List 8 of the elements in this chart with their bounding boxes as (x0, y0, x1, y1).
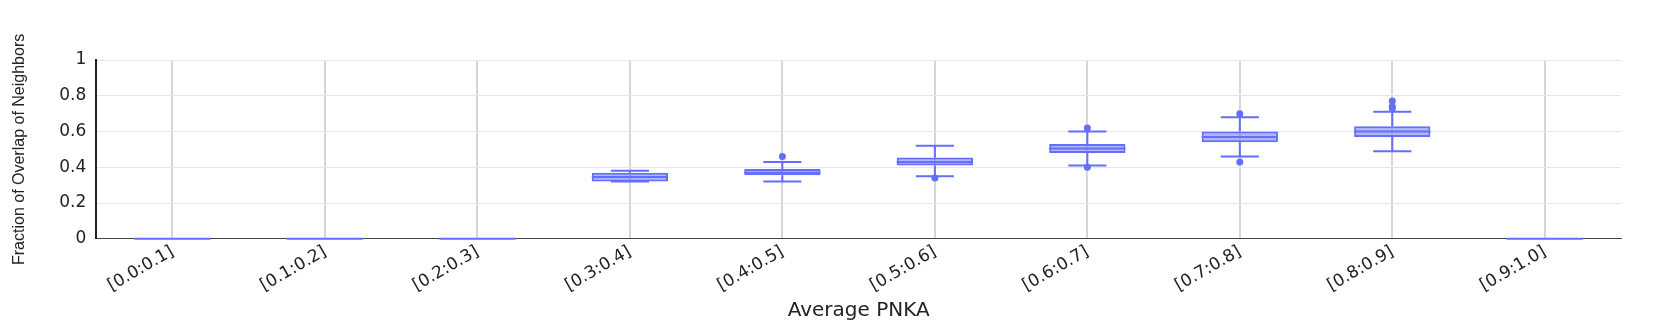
y-tick-label: 0.8 (59, 84, 87, 105)
y-tick-label: 0.2 (59, 191, 87, 212)
y-axis-title: Fraction of Overlap of Neighbors (10, 33, 28, 266)
y-tick-label: 0.6 (59, 119, 87, 140)
x-axis-title: Average PNKA (787, 297, 930, 322)
y-tick-label: 0 (75, 227, 87, 248)
y-tick-label: 1 (75, 48, 87, 69)
y-tick-label: 0.4 (59, 155, 87, 176)
